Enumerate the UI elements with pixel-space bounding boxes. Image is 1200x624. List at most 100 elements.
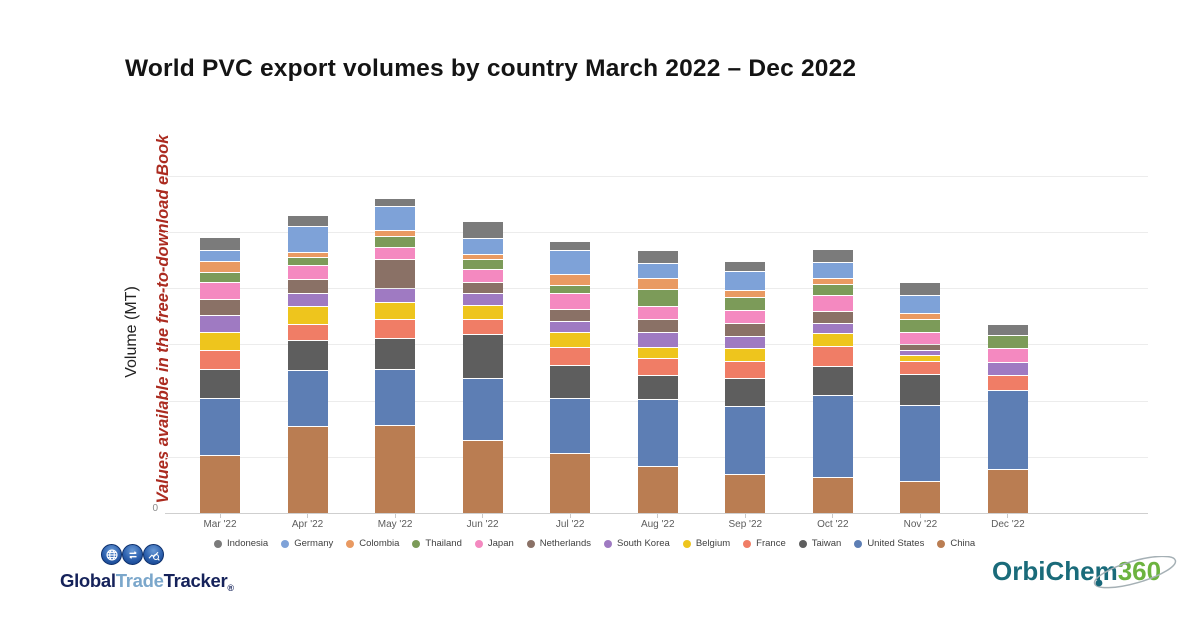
legend-label: Belgium (695, 538, 731, 549)
segment-japan (987, 349, 1028, 362)
x-tick-label: Jul '22 (555, 519, 585, 530)
gridline (165, 232, 1148, 233)
legend-label: United States (867, 538, 925, 549)
trade-arrows-icon (122, 544, 143, 565)
segment-thailand (987, 336, 1028, 348)
gtt-logo-icons (101, 544, 164, 565)
segment-south-korea (375, 289, 416, 302)
stacked-bar-jul-22 (550, 242, 591, 513)
segment-france (375, 320, 416, 338)
legend-dot-icon (474, 539, 483, 548)
segment-south-korea (725, 337, 766, 348)
x-axis-line (165, 513, 1148, 514)
segment-south-korea (812, 324, 853, 333)
globaltradetracker-wordmark: GlobalTradeTracker® (60, 570, 234, 593)
legend-dot-icon (214, 539, 222, 548)
segment-netherlands (287, 280, 328, 293)
segment-indonesia (200, 238, 240, 250)
x-axis-tick (832, 514, 834, 518)
x-tick-label: Oct '22 (817, 519, 849, 530)
x-tick-label: Dec '22 (991, 519, 1025, 530)
segment-south-korea (200, 316, 240, 332)
segment-netherlands (812, 312, 853, 323)
segment-france (462, 320, 503, 334)
registered-trademark-icon: ® (227, 583, 234, 593)
segment-china (987, 470, 1028, 513)
segment-united-states (637, 400, 678, 466)
stacked-bar-may-22 (375, 199, 416, 513)
segment-japan (637, 307, 678, 319)
segment-colombia (287, 253, 328, 257)
legend-item-germany: Germany (281, 538, 333, 549)
segment-france (725, 362, 766, 378)
x-tick-label: May '22 (377, 519, 413, 530)
segment-germany (375, 207, 416, 230)
legend-dot-icon (937, 539, 946, 548)
segment-belgium (637, 348, 678, 358)
segment-japan (812, 296, 853, 311)
segment-france (200, 351, 240, 369)
stacked-bar-sep-22 (725, 262, 766, 513)
segment-indonesia (900, 283, 941, 295)
x-axis-tick (919, 514, 921, 518)
legend: Indonesia Germany Colombia Thailand Japan Net… (214, 538, 975, 549)
chart-title: World PVC export volumes by country Marc… (125, 55, 857, 82)
segment-thailand (462, 260, 503, 269)
segment-south-korea (550, 322, 591, 332)
segment-thailand (812, 285, 853, 295)
legend-item-united-states: United States (854, 538, 924, 549)
segment-japan (462, 270, 503, 282)
orbichem-360-text: 360 (1117, 556, 1162, 586)
gtt-word-global: Global (60, 570, 116, 591)
segment-germany (550, 251, 591, 274)
x-axis-tick (569, 514, 571, 518)
x-axis-tick (394, 514, 396, 518)
gtt-word-trade: Trade (115, 570, 164, 591)
segment-japan (725, 311, 766, 323)
segment-belgium (812, 334, 853, 346)
segment-colombia (725, 291, 766, 297)
segment-netherlands (725, 324, 766, 336)
legend-label: Thailand (425, 538, 462, 549)
legend-label: Netherlands (539, 538, 591, 549)
legend-dot-icon (854, 539, 863, 548)
segment-france (637, 359, 678, 375)
segment-indonesia (725, 262, 766, 271)
segment-indonesia (462, 222, 503, 238)
segment-south-korea (462, 294, 503, 305)
segment-indonesia (812, 250, 853, 262)
segment-china (725, 475, 766, 513)
legend-dot-icon (798, 539, 807, 548)
segment-germany (287, 227, 328, 252)
segment-indonesia (375, 199, 416, 206)
x-axis-tick (219, 514, 221, 518)
segment-south-korea (287, 294, 328, 306)
gridline (165, 175, 1148, 177)
legend-dot-icon (346, 539, 355, 548)
segment-taiwan (900, 375, 941, 405)
legend-dot-icon (743, 539, 752, 548)
segment-belgium (550, 333, 591, 347)
segment-netherlands (375, 260, 416, 288)
segment-colombia (462, 255, 503, 259)
segment-china (287, 427, 328, 513)
segment-china (375, 426, 416, 513)
segment-japan (375, 248, 416, 259)
segment-belgium (200, 333, 240, 350)
globe-icon (101, 544, 122, 565)
segment-thailand (200, 273, 240, 282)
legend-label: Indonesia (227, 538, 269, 549)
segment-belgium (462, 306, 503, 319)
segment-france (987, 376, 1028, 390)
legend-item-indonesia: Indonesia (214, 538, 268, 549)
x-tick-label: Mar '22 (203, 519, 237, 530)
segment-germany (900, 296, 941, 313)
segment-colombia (812, 279, 853, 284)
stacked-bar-jun-22 (462, 222, 503, 513)
segment-united-states (900, 406, 941, 481)
segment-china (812, 478, 853, 513)
segment-france (812, 347, 853, 366)
segment-indonesia (637, 251, 678, 263)
